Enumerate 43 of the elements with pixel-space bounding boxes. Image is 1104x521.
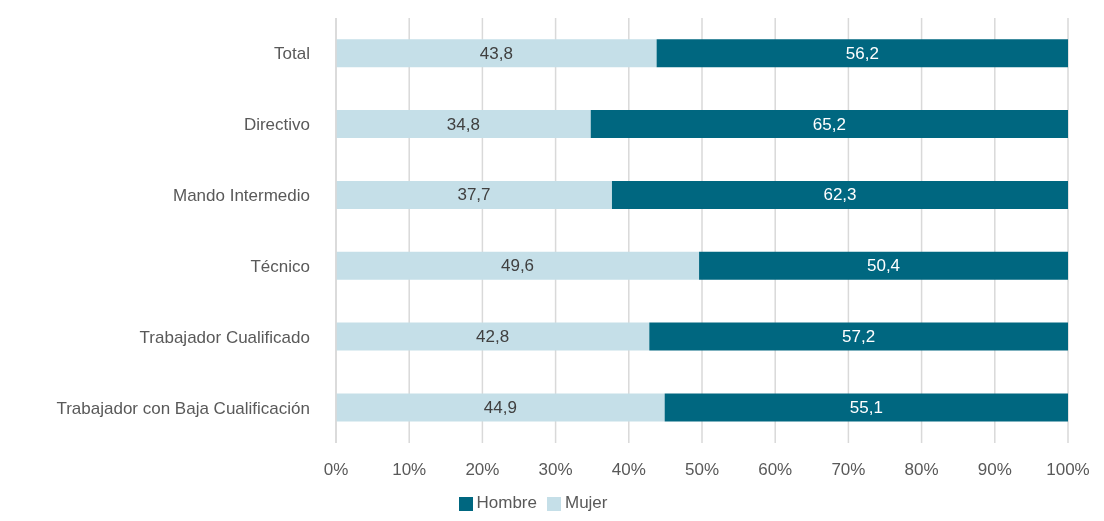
bar — [656, 39, 1068, 68]
bar — [336, 180, 612, 209]
data-label: 50,4 — [866, 256, 901, 276]
x-tick-label: 70% — [831, 460, 866, 480]
y-tick-label: Técnico — [250, 256, 310, 276]
x-tick-label: 10% — [392, 460, 427, 480]
bar — [590, 110, 1068, 139]
x-tick-label: 60% — [758, 460, 793, 480]
y-tick-label: Directivo — [243, 115, 310, 135]
bar — [664, 393, 1068, 422]
x-tick-label: 100% — [1046, 460, 1090, 480]
y-tick-label: Mando Intermedio — [172, 186, 310, 206]
data-label: 34,8 — [446, 114, 480, 134]
data-label: 65,2 — [812, 114, 846, 134]
legend-label: Hombre — [476, 493, 537, 512]
x-tick-label: 40% — [611, 460, 646, 480]
data-label: 55,1 — [849, 397, 883, 417]
data-label: 44,9 — [483, 397, 517, 417]
x-tick-label: 80% — [904, 460, 939, 480]
y-tick-label: Total — [274, 44, 310, 64]
bar — [336, 251, 700, 280]
bar — [336, 39, 657, 68]
data-label: 56,2 — [845, 43, 879, 63]
y-tick-label: Trabajador Cualificado — [139, 327, 310, 347]
data-label: 49,6 — [500, 256, 535, 276]
bar — [336, 110, 591, 139]
legend-label: Mujer — [564, 493, 608, 512]
bar — [336, 322, 650, 351]
data-label: 57,2 — [842, 327, 876, 347]
x-tick-label: 20% — [465, 460, 500, 480]
bar — [649, 322, 1068, 351]
data-label: 62,3 — [823, 185, 857, 205]
y-tick-label: Trabajador con Baja Cualificación — [56, 398, 310, 418]
data-label: 43,8 — [479, 43, 513, 63]
bar — [699, 251, 1068, 280]
data-label: 42,8 — [476, 327, 510, 347]
x-tick-label: 0% — [323, 460, 349, 480]
x-tick-label: 30% — [538, 460, 573, 480]
bar — [336, 393, 665, 422]
x-tick-label: 50% — [684, 460, 720, 480]
data-label: 37,7 — [457, 185, 491, 205]
bar — [611, 180, 1068, 209]
x-tick-label: 90% — [977, 460, 1012, 480]
